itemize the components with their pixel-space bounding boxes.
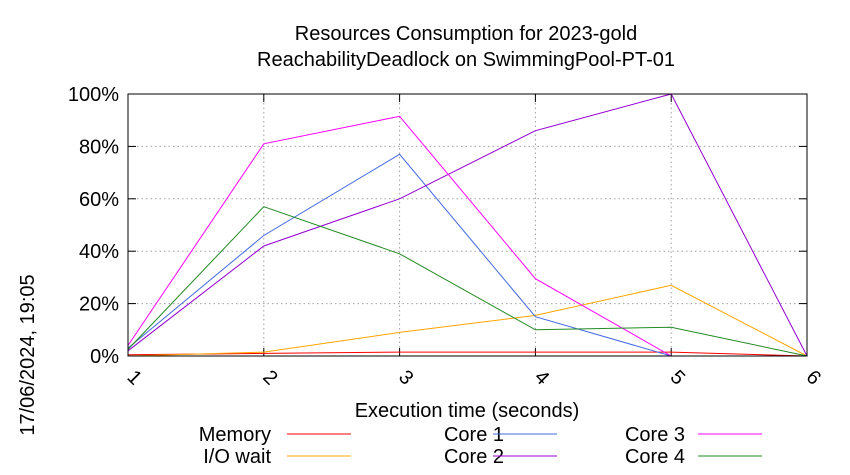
series-lines	[127, 93, 808, 357]
legend-label-memory: Memory	[199, 424, 271, 446]
chart-title-line-1: Resources Consumption for 2023-gold	[295, 23, 637, 45]
y-tick-label: 40%	[79, 241, 119, 263]
legend-label-core-4: Core 4	[625, 446, 685, 468]
series-line-core-2	[127, 93, 808, 357]
x-tick-label: 6	[802, 366, 825, 389]
y-tick-label: 20%	[79, 294, 119, 316]
legend-label-core-3: Core 3	[625, 424, 685, 446]
legend-label-core-2: Core 2	[444, 446, 504, 468]
series-line-core-1	[127, 153, 807, 357]
legend-label-core-1: Core 1	[444, 424, 504, 446]
x-tick-labels: 1 2 3 4 5 6	[123, 366, 825, 389]
x-tick-label: 3	[394, 366, 417, 389]
y-tick-labels: 0% 20% 40% 60% 80% 100%	[68, 84, 119, 368]
timestamp-label: 17/06/2024, 19:05	[17, 274, 39, 435]
y-tick-label: 60%	[79, 189, 119, 211]
y-tick-label: 100%	[68, 84, 119, 106]
y-tick-label: 80%	[79, 136, 119, 158]
y-tick-label: 0%	[90, 346, 119, 368]
x-tick-label: 1	[123, 366, 146, 389]
series-line-core-4	[127, 206, 808, 357]
series-line-i-o-wait	[127, 284, 808, 357]
series-line-memory	[127, 351, 808, 357]
x-axis-label: Execution time (seconds)	[355, 400, 580, 422]
x-tick-label: 2	[258, 366, 281, 389]
grid	[127, 93, 808, 357]
legend-label-i-o-wait: I/O wait	[203, 446, 271, 468]
x-tick-label: 4	[530, 366, 553, 389]
plot-frame	[127, 93, 808, 357]
chart-title-line-2: ReachabilityDeadlock on SwimmingPool-PT-…	[257, 49, 675, 71]
x-tick-label: 5	[666, 366, 689, 389]
